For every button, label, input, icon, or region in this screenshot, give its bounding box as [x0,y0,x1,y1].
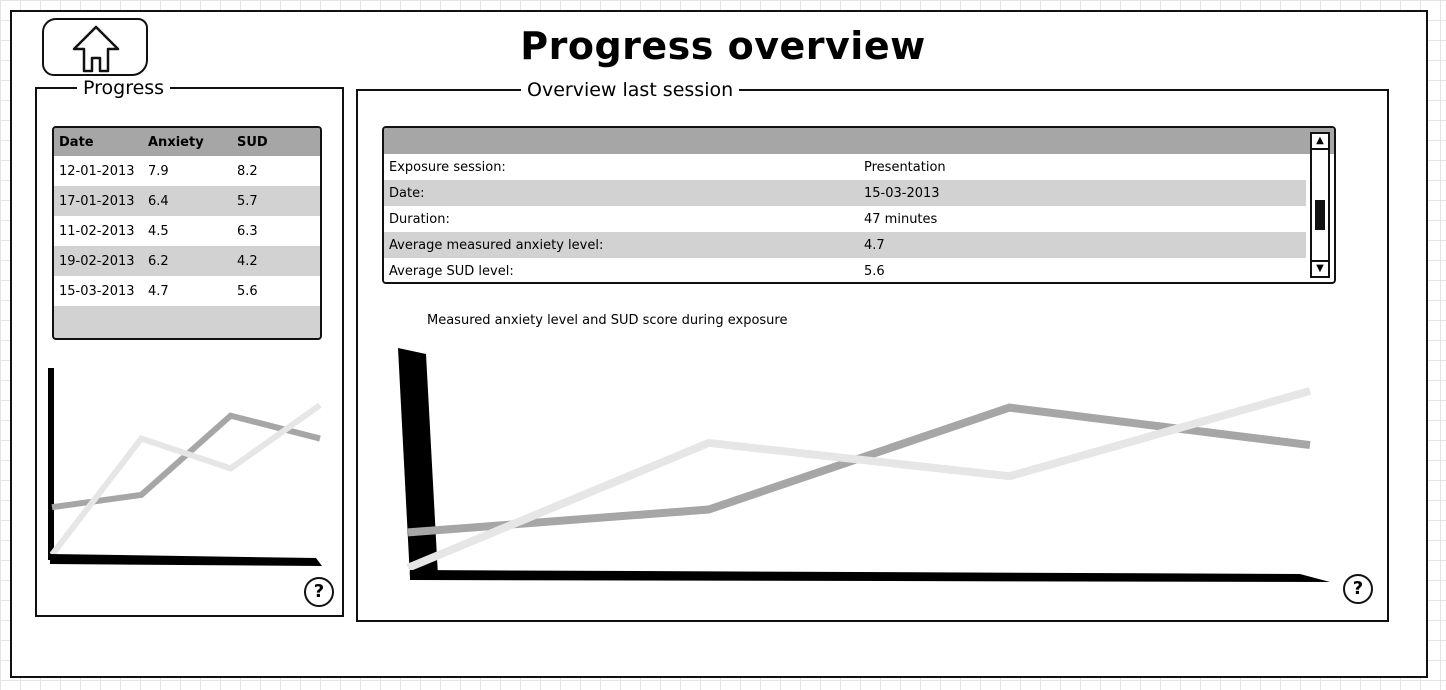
series-line-2 [406,387,1312,572]
help-button[interactable]: ? [304,577,334,607]
progress-panel-title: Progress [77,76,171,100]
session-value: 5.6 [864,263,885,279]
table-row[interactable]: 15-03-2013 4.7 5.6 [54,276,320,306]
table-header-row [384,128,1334,154]
cell-anxiety: 6.4 [148,193,169,209]
scroll-thumb[interactable] [1315,200,1325,230]
column-header-sud: SUD [237,134,268,150]
cell-sud: 8.2 [237,163,258,179]
cell-sud: 5.6 [237,283,258,299]
cell-anxiety: 7.9 [148,163,169,179]
cell-sud: 6.3 [237,223,258,239]
session-value: Presentation [864,159,946,175]
session-label: Average SUD level: [389,263,514,279]
chart-title: Measured anxiety level and SUD score dur… [427,313,788,328]
cell-date: 15-03-2013 [59,283,135,299]
scroll-up-arrow-icon[interactable]: ▲ [1312,134,1328,150]
table-row[interactable]: 11-02-2013 4.5 6.3 [54,216,320,246]
session-value: 15-03-2013 [864,185,940,201]
table-row[interactable]: Exposure session: Presentation [384,154,1306,180]
home-icon [72,25,120,73]
cell-anxiety: 4.7 [148,283,169,299]
page-title: Progress overview [520,24,926,68]
session-label: Average measured anxiety level: [389,237,604,253]
table-row[interactable]: Date: 15-03-2013 [384,180,1306,206]
help-button[interactable]: ? [1343,574,1373,604]
session-value: 47 minutes [864,211,938,227]
cell-anxiety: 6.2 [148,253,169,269]
y-axis [398,348,438,578]
table-row[interactable]: Duration: 47 minutes [384,206,1306,232]
table-row[interactable]: 17-01-2013 6.4 5.7 [54,186,320,216]
column-header-date: Date [59,134,94,150]
series-line-2 [49,402,322,557]
table-row[interactable]: Average SUD level: 5.6 [384,258,1306,282]
y-axis [48,368,54,560]
table-row[interactable]: Average measured anxiety level: 4.7 [384,232,1306,258]
x-axis [410,570,1330,582]
series-line-1 [51,412,321,511]
column-header-anxiety: Anxiety [148,134,204,150]
table-row[interactable]: 19-02-2013 6.2 4.2 [54,246,320,276]
cell-date: 11-02-2013 [59,223,135,239]
home-button[interactable] [42,18,148,76]
progress-table: Date Anxiety SUD 12-01-2013 7.9 8.2 17-0… [52,126,322,340]
vertical-scrollbar[interactable]: ▲ ▼ [1310,132,1330,278]
x-axis [50,554,322,566]
cell-date: 12-01-2013 [59,163,135,179]
table-header-row: Date Anxiety SUD [54,128,320,156]
session-panel-title: Overview last session [521,78,740,102]
session-label: Exposure session: [389,159,506,175]
cell-anxiety: 4.5 [148,223,169,239]
scroll-down-arrow-icon[interactable]: ▼ [1312,260,1328,276]
session-table: Exposure session: Presentation Date: 15-… [382,126,1336,284]
cell-date: 19-02-2013 [59,253,135,269]
cell-sud: 5.7 [237,193,258,209]
session-chart [398,348,1330,582]
cell-sud: 4.2 [237,253,258,269]
session-value: 4.7 [864,237,885,253]
progress-chart [48,368,322,566]
cell-date: 17-01-2013 [59,193,135,209]
session-label: Date: [389,185,425,201]
session-label: Duration: [389,211,450,227]
table-row[interactable]: 12-01-2013 7.9 8.2 [54,156,320,186]
